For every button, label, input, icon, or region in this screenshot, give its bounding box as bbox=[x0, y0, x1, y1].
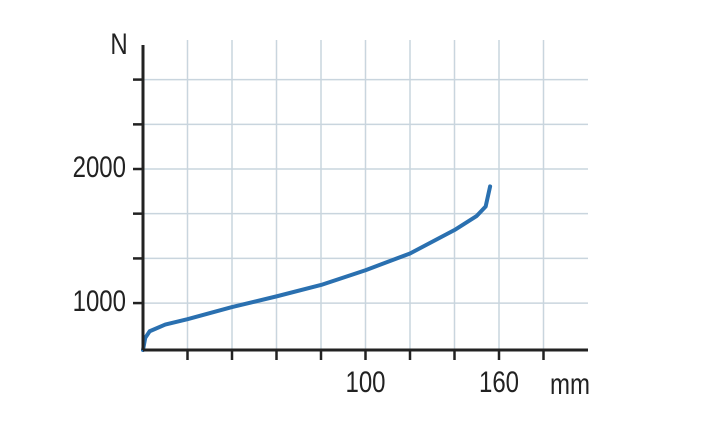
x-tick-label: 160 bbox=[479, 364, 519, 398]
y-axis-label: N bbox=[110, 26, 127, 60]
x-axis-label: mm bbox=[550, 366, 590, 400]
plot bbox=[141, 184, 493, 352]
y-tick-label: 1000 bbox=[73, 283, 126, 317]
grid bbox=[143, 40, 588, 350]
x-tick-label: 100 bbox=[345, 364, 385, 398]
data-line bbox=[141, 184, 493, 352]
y-tick-label: 2000 bbox=[73, 149, 126, 183]
